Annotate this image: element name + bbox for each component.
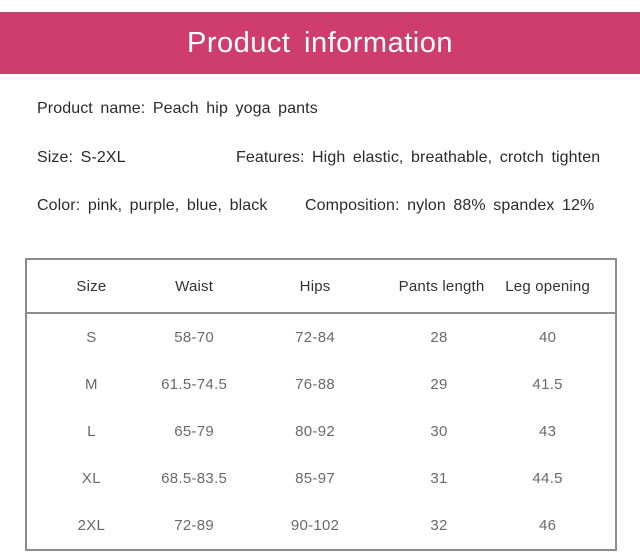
cell-size: L <box>87 423 96 440</box>
features-text: Features: High elastic, breathable, crot… <box>236 149 601 166</box>
table-row-l: L 65-79 80-92 30 43 <box>26 408 616 455</box>
cell-pants-length: 32 <box>430 517 448 534</box>
cell-hips: 85-97 <box>295 470 336 487</box>
page-title: Product information <box>187 27 453 59</box>
column-header-size: Size <box>26 259 156 314</box>
cell-size: M <box>85 376 98 393</box>
column-header-pants-length: Pants length <box>397 259 484 314</box>
composition-text: Composition: nylon 88% spandex 12% <box>305 197 595 214</box>
cell-leg-opening: 40 <box>538 329 557 346</box>
cell-pants-length: 28 <box>430 329 448 346</box>
cell-waist: 61.5-74.5 <box>161 376 228 393</box>
cell-pants-length: 31 <box>430 470 448 487</box>
product-name-text: Product name: Peach hip yoga pants <box>37 100 318 117</box>
cell-waist: 72-89 <box>174 517 215 534</box>
table-row-xl: XL 68.5-83.5 85-97 31 44.5 <box>26 455 616 502</box>
cell-leg-opening: 41.5 <box>532 376 563 393</box>
cell-hips: 72-84 <box>295 329 336 346</box>
column-header-leg-opening: Leg opening <box>480 259 616 314</box>
column-header-hips: Hips <box>232 259 398 314</box>
size-chart-header-row: Size Waist Hips Pants length Leg opening <box>26 259 616 314</box>
cell-leg-opening: 43 <box>538 423 557 440</box>
table-row-s: S 58-70 72-84 28 40 <box>26 313 616 361</box>
table-row-2xl: 2XL 72-89 90-102 32 46 <box>26 502 616 550</box>
cell-leg-opening: 44.5 <box>532 470 563 487</box>
cell-leg-opening: 46 <box>538 517 557 534</box>
table-row-m: M 61.5-74.5 76-88 29 41.5 <box>26 361 616 408</box>
cell-waist: 65-79 <box>174 423 215 440</box>
cell-hips: 90-102 <box>290 517 340 534</box>
size-text: Size: S-2XL <box>37 149 126 166</box>
color-text: Color: pink, purple, blue, black <box>37 197 268 214</box>
cell-size: S <box>86 329 97 346</box>
column-header-waist: Waist <box>155 259 233 314</box>
cell-pants-length: 29 <box>430 376 448 393</box>
title-banner: Product information <box>0 12 640 74</box>
cell-size: XL <box>81 470 101 487</box>
cell-waist: 58-70 <box>174 329 215 346</box>
cell-pants-length: 30 <box>430 423 448 440</box>
cell-size: 2XL <box>77 517 106 534</box>
cell-hips: 76-88 <box>295 376 336 393</box>
size-chart-table: Size Waist Hips Pants length Leg opening… <box>25 258 617 551</box>
cell-hips: 80-92 <box>295 423 336 440</box>
cell-waist: 68.5-83.5 <box>161 470 228 487</box>
